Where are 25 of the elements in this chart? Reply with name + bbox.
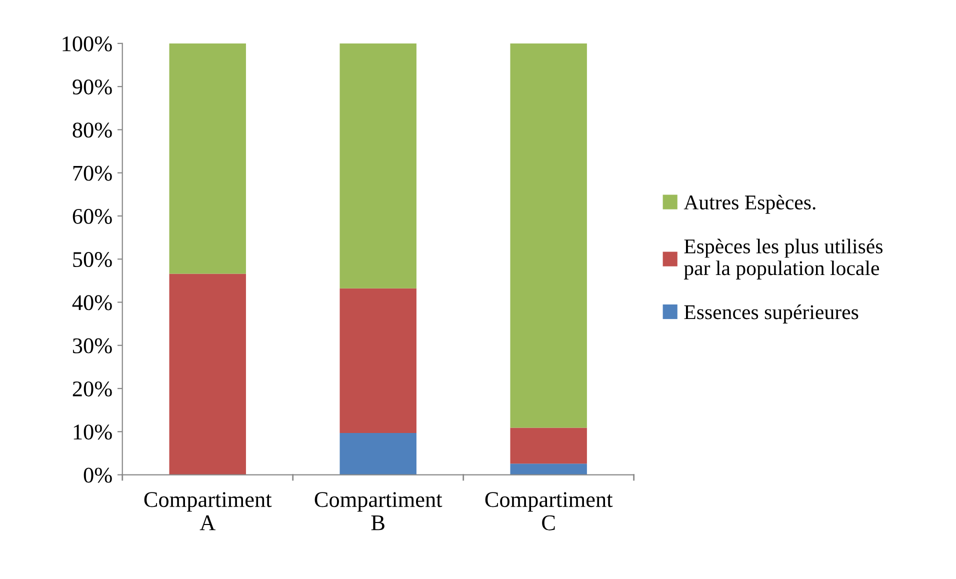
y-tick-label: 70% <box>73 166 112 181</box>
bar <box>510 428 587 464</box>
y-tick-label: 10% <box>74 424 112 440</box>
y-tick-label: 20% <box>72 381 112 397</box>
bar <box>340 43 416 288</box>
y-tick-label: 40% <box>72 295 112 310</box>
x-tick-label: Compartiment A <box>144 492 272 530</box>
y-tick-label: 60% <box>72 208 112 224</box>
y-tick-label: 100% <box>62 36 112 52</box>
y-tick-label: 90% <box>72 79 112 95</box>
y-tick-label: 0% <box>84 468 112 483</box>
y-tick-label: 50% <box>73 252 112 268</box>
bar <box>340 432 416 475</box>
legend-label: Essences supérieures <box>684 304 858 324</box>
bar <box>340 288 416 433</box>
legend-label: Espèces les plus utilisés par la population locale <box>684 238 883 280</box>
legend-label: Autres Espèces. <box>684 194 816 214</box>
x-tick-label: Compartiment B <box>314 492 442 530</box>
y-tick-label: 80% <box>72 122 112 138</box>
y-tick-label: 30% <box>72 338 112 354</box>
bar <box>510 464 587 475</box>
bar <box>510 43 587 428</box>
x-tick-label: Compartiment C <box>485 492 613 530</box>
bar <box>169 43 246 274</box>
bar <box>169 274 246 475</box>
